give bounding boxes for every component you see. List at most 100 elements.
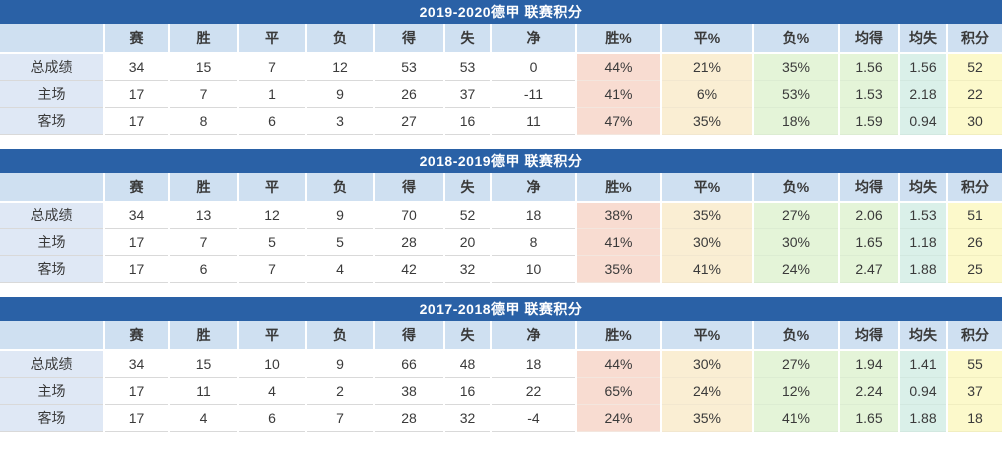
- table-body: 总成绩 34 13 12 9 70 52 18 38% 35% 27% 2.06 1.53 51 主场 17 7…: [0, 201, 1002, 283]
- column-header: [0, 321, 105, 351]
- stat-cell: 17: [104, 80, 170, 108]
- stat-cell: 30%: [661, 228, 754, 256]
- stat-cell: 7: [238, 255, 307, 283]
- table-row: 客场 17 4 6 7 28 32 -4 24% 35% 41% 1.65 1.88 18: [0, 404, 1002, 432]
- column-header: 均失: [899, 24, 948, 54]
- stat-cell: 16: [444, 107, 492, 135]
- stat-cell: 35%: [753, 53, 840, 81]
- header-row: 赛胜平负得失净胜% 平% 负% 均得 均失 积分: [0, 172, 1002, 203]
- stat-cell: 12: [238, 201, 307, 229]
- column-header: 平%: [661, 321, 754, 351]
- stat-cell: 2: [306, 377, 375, 405]
- stat-cell: 41%: [576, 228, 662, 256]
- row-label: 主场: [0, 377, 105, 405]
- stat-cell: 16: [444, 377, 492, 405]
- stat-cell: 17: [104, 228, 170, 256]
- stat-cell: 13: [169, 201, 239, 229]
- column-header: 胜%: [576, 321, 662, 351]
- stat-cell: 10: [491, 255, 577, 283]
- stat-cell: 41%: [661, 255, 754, 283]
- stat-cell: 8: [491, 228, 577, 256]
- stat-cell: 24%: [753, 255, 840, 283]
- stat-cell: 12: [306, 53, 375, 81]
- stat-cell: 48: [444, 350, 492, 378]
- column-header: 负: [306, 172, 375, 203]
- stat-cell: 21%: [661, 53, 754, 81]
- column-header: 积分: [947, 24, 1002, 54]
- column-header: 平: [238, 321, 307, 351]
- stat-cell: 30%: [753, 228, 840, 256]
- stat-cell: 28: [374, 228, 445, 256]
- stat-cell: 41%: [753, 404, 840, 432]
- stat-cell: 32: [444, 404, 492, 432]
- stat-cell: 25: [947, 255, 1002, 283]
- stat-cell: 0.94: [899, 377, 948, 405]
- stat-cell: 70: [374, 201, 445, 229]
- table-row: 主场 17 7 5 5 28 20 8 41% 30% 30% 1.65 1.18 26: [0, 228, 1002, 256]
- stat-cell: 32: [444, 255, 492, 283]
- row-label: 客场: [0, 107, 105, 135]
- stat-cell: -4: [491, 404, 577, 432]
- stat-cell: 41%: [576, 80, 662, 108]
- stat-cell: 1.53: [899, 201, 948, 229]
- column-header: 赛: [104, 24, 170, 54]
- column-header: 负: [306, 321, 375, 351]
- stat-cell: 24%: [661, 377, 754, 405]
- column-header: 胜: [169, 321, 239, 351]
- stat-cell: 53: [374, 53, 445, 81]
- column-header: 积分: [947, 172, 1002, 203]
- column-header: 得: [374, 321, 445, 351]
- table-row: 总成绩 34 13 12 9 70 52 18 38% 35% 27% 2.06 1.53 51: [0, 201, 1002, 229]
- stat-cell: 1.56: [839, 53, 900, 81]
- stat-cell: 1.88: [899, 404, 948, 432]
- stat-cell: 1.94: [839, 350, 900, 378]
- stat-cell: 6: [169, 255, 239, 283]
- stat-cell: 35%: [576, 255, 662, 283]
- stat-cell: 8: [169, 107, 239, 135]
- column-header: 得: [374, 172, 445, 203]
- stat-cell: 12%: [753, 377, 840, 405]
- stat-cell: -11: [491, 80, 577, 108]
- column-header: 净: [491, 24, 577, 54]
- stat-cell: 1: [238, 80, 307, 108]
- stat-cell: 1.65: [839, 228, 900, 256]
- stat-cell: 22: [947, 80, 1002, 108]
- column-header: 负%: [753, 321, 840, 351]
- row-label: 主场: [0, 228, 105, 256]
- stat-cell: 11: [169, 377, 239, 405]
- stat-cell: 27%: [753, 350, 840, 378]
- column-header: 均失: [899, 321, 948, 351]
- stats-table: 赛胜平负得失净胜% 平% 负% 均得 均失 积分 总成绩 34 13 12 9 70 52 18 38% 3…: [0, 172, 1002, 283]
- table-title: 2017-2018德甲 联赛积分: [0, 297, 1002, 321]
- stat-cell: 24%: [576, 404, 662, 432]
- table-row: 客场 17 6 7 4 42 32 10 35% 41% 24% 2.47 1.88 25: [0, 255, 1002, 283]
- stat-cell: 20: [444, 228, 492, 256]
- stat-cell: 15: [169, 53, 239, 81]
- stat-cell: 6: [238, 404, 307, 432]
- stat-cell: 42: [374, 255, 445, 283]
- stat-cell: 1.59: [839, 107, 900, 135]
- stat-cell: 17: [104, 377, 170, 405]
- column-header: 平: [238, 24, 307, 54]
- stat-cell: 9: [306, 350, 375, 378]
- table-body: 总成绩 34 15 7 12 53 53 0 44% 21% 35% 1.56 1.56 52 主场 17 7 1…: [0, 53, 1002, 135]
- stats-table: 赛胜平负得失净胜% 平% 负% 均得 均失 积分 总成绩 34 15 7 12 53 53 0 44% 21…: [0, 24, 1002, 135]
- column-header: [0, 172, 105, 203]
- stat-cell: 11: [491, 107, 577, 135]
- header-row: 赛胜平负得失净胜% 平% 负% 均得 均失 积分: [0, 24, 1002, 54]
- table-body: 总成绩 34 15 10 9 66 48 18 44% 30% 27% 1.94 1.41 55 主场 17 1…: [0, 350, 1002, 432]
- column-header: 负%: [753, 172, 840, 203]
- stat-cell: 1.65: [839, 404, 900, 432]
- column-header: 平: [238, 172, 307, 203]
- column-header: 失: [444, 24, 492, 54]
- stat-cell: 2.47: [839, 255, 900, 283]
- stat-cell: 2.06: [839, 201, 900, 229]
- column-header: 赛: [104, 172, 170, 203]
- column-header: 净: [491, 321, 577, 351]
- table-row: 主场 17 11 4 2 38 16 22 65% 24% 12% 2.24 0.94 37: [0, 377, 1002, 405]
- stat-cell: 65%: [576, 377, 662, 405]
- stat-cell: 7: [306, 404, 375, 432]
- table-title: 2018-2019德甲 联赛积分: [0, 148, 1002, 173]
- stat-cell: 34: [104, 350, 170, 378]
